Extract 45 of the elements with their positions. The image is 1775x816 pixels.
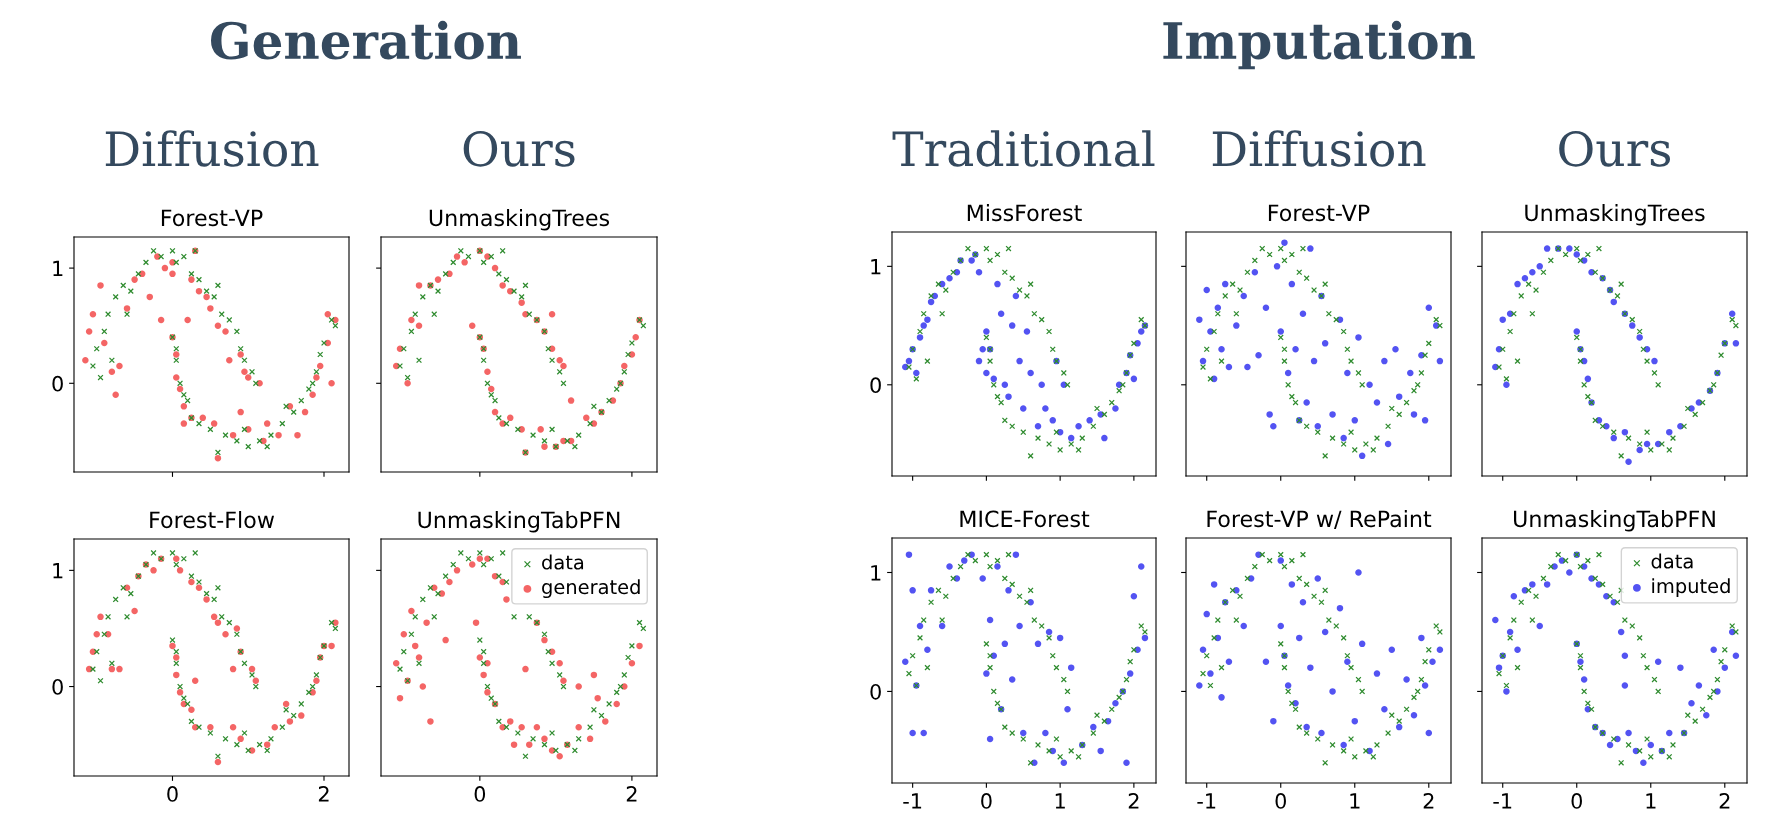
chart-title: MissForest: [967, 204, 1082, 222]
chart-title: MICE-Forest: [960, 510, 1090, 528]
x-tick-label: 1: [1055, 793, 1065, 809]
x-tick-label: 0: [1571, 793, 1582, 809]
chart-title: UnmaskingTrees: [1525, 204, 1705, 226]
y-tick-label: 0: [870, 683, 881, 700]
text: Generation: [211, 20, 521, 60]
y-tick-label: 0: [52, 679, 63, 695]
x-tick-label: 2: [626, 786, 637, 802]
legend-label: data: [542, 554, 584, 570]
x-tick-label: -1: [1493, 793, 1512, 809]
x-tick-label: 2: [1128, 793, 1139, 809]
chart-title: UnmaskingTrees: [429, 209, 610, 231]
chart-title: Forest-Flow: [150, 511, 275, 529]
legend-label: imputed: [1652, 578, 1730, 598]
x-tick-label: 2: [318, 786, 329, 802]
x-tick-label: 0: [167, 786, 178, 802]
y-tick-label: 1: [53, 260, 63, 277]
y-tick-label: 1: [871, 259, 881, 275]
text: Diffusion: [1212, 130, 1426, 167]
y-tick-label: 1: [871, 565, 881, 581]
x-tick-label: -1: [1197, 793, 1216, 809]
x-tick-label: 0: [474, 786, 486, 802]
x-tick-label: 2: [1423, 793, 1434, 809]
chart-title: UnmaskingTabPFN: [1514, 510, 1715, 532]
x-tick-label: 0: [1275, 793, 1286, 809]
text: Ours: [1559, 130, 1671, 167]
y-tick-label: 0: [52, 375, 63, 392]
legend-label: generated: [542, 579, 640, 599]
text: Imputation: [1163, 20, 1475, 70]
chart-title: UnmaskingTabPFN: [418, 511, 620, 533]
text: Diffusion: [105, 130, 319, 167]
chart-title: Forest-VP: [1268, 204, 1370, 222]
chart-title: Forest-VP w/ RePaint: [1207, 510, 1432, 529]
x-tick-label: 1: [1646, 793, 1656, 809]
x-tick-label: -1: [903, 793, 922, 809]
y-tick-label: 1: [53, 563, 63, 579]
x-tick-label: 0: [981, 793, 992, 809]
y-tick-label: 0: [870, 377, 881, 394]
text: Ours: [463, 130, 575, 167]
x-tick-label: 1: [1350, 793, 1360, 809]
text: Traditional: [892, 130, 1155, 167]
chart-title: Forest-VP: [161, 209, 263, 227]
x-tick-label: 2: [1719, 793, 1730, 809]
legend-label: data: [1651, 553, 1693, 569]
